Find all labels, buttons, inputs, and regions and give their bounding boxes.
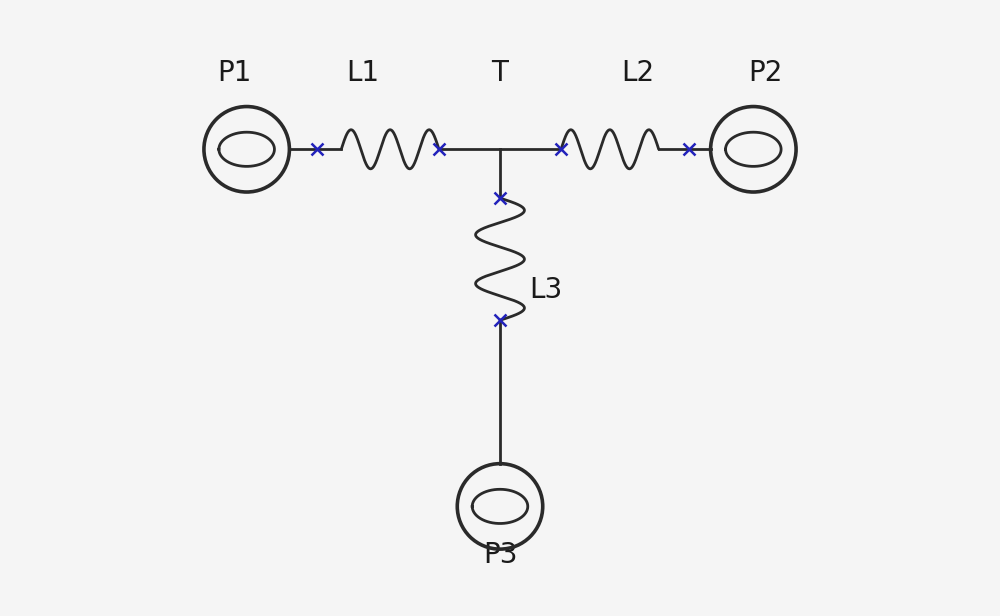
Text: P1: P1 xyxy=(217,59,252,87)
Text: P3: P3 xyxy=(483,541,517,569)
Text: P2: P2 xyxy=(748,59,783,87)
Text: L1: L1 xyxy=(346,59,379,87)
Text: T: T xyxy=(492,59,508,87)
Text: L2: L2 xyxy=(621,59,654,87)
Text: L3: L3 xyxy=(529,276,562,304)
